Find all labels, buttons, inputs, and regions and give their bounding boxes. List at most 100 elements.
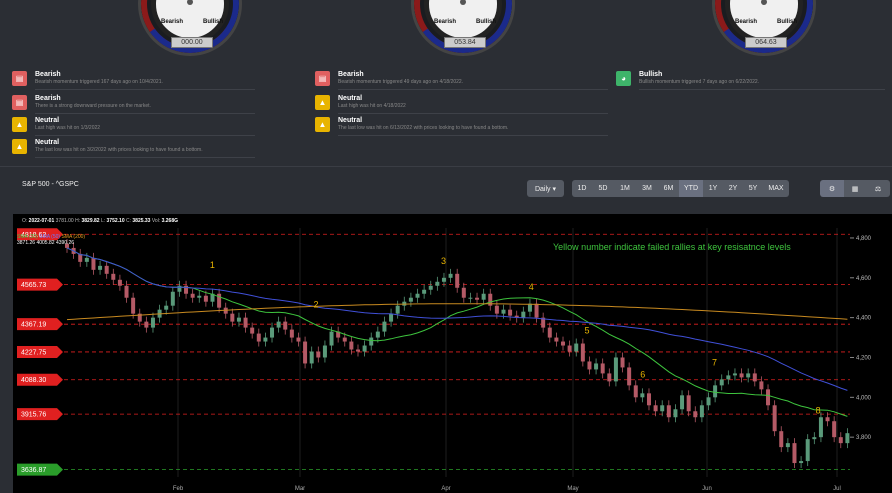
scale-button[interactable]: ⚖ xyxy=(866,180,890,197)
signal-text: Bullish momentum triggered 7 days ago on… xyxy=(639,79,760,85)
range-button-1d[interactable]: 1D xyxy=(572,180,592,197)
candle-body xyxy=(210,293,215,302)
candle-body xyxy=(475,297,480,300)
candle-body xyxy=(455,273,460,288)
level-tag xyxy=(17,408,63,421)
candle-body xyxy=(117,279,122,286)
candle-body xyxy=(752,373,757,382)
signal-type: Bearish xyxy=(35,71,61,78)
calculator-button[interactable]: ▦ xyxy=(844,180,866,197)
signal-type: Bearish xyxy=(35,95,61,102)
candle-body xyxy=(699,405,704,418)
gauge-bear-label: Bearish xyxy=(161,19,184,25)
candle-body xyxy=(124,285,129,298)
signal-item: ▲ Neutral The last low was hit on 6/13/2… xyxy=(315,117,615,136)
sma-50-line xyxy=(66,247,848,391)
gauge-value: 064.63 xyxy=(745,37,787,48)
candle-body xyxy=(746,373,751,378)
signal-item: ▤ Bearish Bearish momentum triggered 167… xyxy=(12,71,262,90)
range-button-5y[interactable]: 5Y xyxy=(743,180,763,197)
candle-body xyxy=(263,337,268,342)
interval-dropdown[interactable]: Daily ▾ xyxy=(527,180,564,197)
range-button-ytd[interactable]: YTD xyxy=(679,180,703,197)
candle-body xyxy=(296,337,301,342)
signal-item: ▲ Neutral The last low was hit on 3/2/20… xyxy=(12,139,262,158)
section-divider xyxy=(0,166,892,167)
candle-body xyxy=(514,315,519,318)
range-button-max[interactable]: MAX xyxy=(763,180,789,197)
candle-body xyxy=(726,375,731,380)
failed-rally-label: 5 xyxy=(584,326,589,336)
candle-body xyxy=(779,431,784,448)
level-label: 4565.73 xyxy=(21,282,46,289)
signal-text: There is a strong downward pressure on t… xyxy=(35,103,151,109)
signal-item: ▲ Neutral Last high was hit on 4/18/2022 xyxy=(315,95,615,114)
candle-body xyxy=(574,343,579,352)
candle-body xyxy=(508,309,513,316)
level-label: 4227.75 xyxy=(21,349,46,356)
candle-body xyxy=(501,309,506,314)
x-tick-label: May xyxy=(567,486,578,492)
candle-body xyxy=(65,243,69,248)
gauge-bull-label: Bullish xyxy=(476,19,497,25)
range-button-1m[interactable]: 1M xyxy=(614,180,636,197)
gauge-bull-label: Bullish xyxy=(777,19,798,25)
bull-gauge-icon: ◕ xyxy=(616,71,631,86)
candle-body xyxy=(640,393,645,398)
candle-body xyxy=(395,305,400,314)
x-tick-label: Feb xyxy=(173,486,184,492)
gauge-value: 000.00 xyxy=(171,37,213,48)
signal-type: Neutral xyxy=(338,95,363,102)
candle-body xyxy=(230,313,235,322)
candle-body xyxy=(620,357,625,368)
failed-rally-label: 7 xyxy=(712,357,717,367)
price-chart[interactable]: Feb Mar Apr May Jun Jul 3,800 4,000 4,200 4,400 4,… xyxy=(13,214,892,493)
signal-type: Bearish xyxy=(338,71,364,78)
range-button-5d[interactable]: 5D xyxy=(592,180,614,197)
candle-body xyxy=(481,293,486,300)
failed-rally-label: 4 xyxy=(529,282,534,292)
signal-text: Last high was hit on 1/3/2022 xyxy=(35,125,101,131)
candle-body xyxy=(78,253,83,262)
failed-rally-label: 2 xyxy=(314,300,319,310)
bear-chart-icon: ▤ xyxy=(12,71,27,86)
candle-body xyxy=(369,337,374,346)
range-button-1y[interactable]: 1Y xyxy=(703,180,723,197)
candle-body xyxy=(322,345,327,358)
y-tick-label: 4,800 xyxy=(856,236,872,242)
candle-body xyxy=(494,305,499,314)
candle-body xyxy=(283,321,288,330)
candle-body xyxy=(838,437,843,444)
level-label: 3915.76 xyxy=(21,412,46,419)
candle-body xyxy=(646,393,651,406)
chart-annotation: Yellow number indicate failed rallies at… xyxy=(553,242,791,252)
signal-type: Neutral xyxy=(35,117,60,124)
candle-body xyxy=(362,345,367,352)
range-button-3m[interactable]: 3M xyxy=(636,180,658,197)
candle-body xyxy=(554,337,559,342)
candle-body xyxy=(818,417,823,438)
candle-body xyxy=(197,295,202,298)
level-label: 4818.62 xyxy=(21,232,46,239)
settings-button[interactable]: ⚙ xyxy=(820,180,844,197)
candle-body xyxy=(408,297,413,302)
x-tick-label: Jul xyxy=(833,486,841,492)
candle-body xyxy=(375,331,380,338)
candle-body xyxy=(845,433,850,444)
candle-body xyxy=(349,341,354,350)
gauge-bull-label: Bullish xyxy=(203,19,224,25)
candle-body xyxy=(805,439,810,462)
candle-body xyxy=(144,321,149,328)
range-button-2y[interactable]: 2Y xyxy=(723,180,743,197)
candle-body xyxy=(98,265,103,270)
candle-body xyxy=(111,273,116,280)
candle-body xyxy=(759,381,764,390)
candle-body xyxy=(686,395,691,412)
y-tick-label: 4,000 xyxy=(856,395,872,401)
range-button-6m[interactable]: 6M xyxy=(658,180,679,197)
gauge-needle xyxy=(761,0,767,5)
candle-body xyxy=(303,341,308,364)
candle-body xyxy=(170,291,175,306)
gauge-needle xyxy=(187,0,193,5)
candle-body xyxy=(382,321,387,332)
